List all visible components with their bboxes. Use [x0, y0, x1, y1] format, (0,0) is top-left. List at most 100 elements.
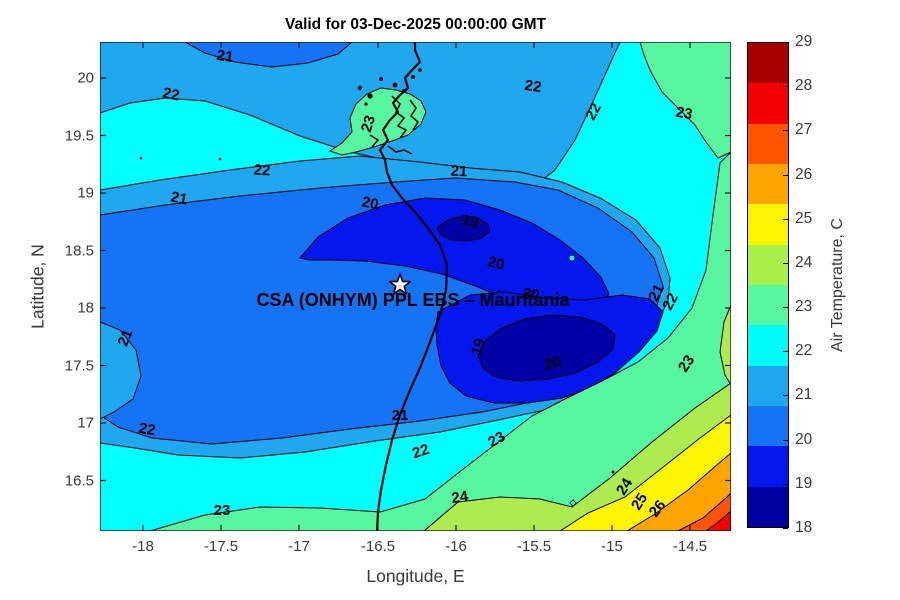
x-tick-label: -16.5 [360, 538, 396, 555]
island-dot [402, 89, 406, 93]
chart-title: Valid for 03-Dec-2025 00:00:00 GMT [284, 16, 547, 33]
colorbar-band [748, 204, 788, 245]
colorbar-band [748, 405, 788, 447]
island-dot [364, 102, 368, 106]
colorbar-tick-label: 28 [795, 77, 813, 95]
band-18-19-lower [477, 314, 616, 382]
colorbar-label: Air Temperature, C [829, 218, 846, 352]
x-tick-label: -15 [601, 538, 623, 555]
contour-label-22: 22 [137, 420, 156, 440]
y-tick-label: 19.5 [64, 127, 94, 144]
band-27-28-corner [677, 492, 731, 531]
contour-label-22: 22 [410, 441, 431, 462]
colorbar-tick-mark [783, 483, 788, 485]
colorbar-band [748, 244, 788, 285]
contour-speck [568, 254, 576, 262]
contour-label-22: 22 [161, 84, 181, 104]
contour-label-24: 24 [450, 488, 470, 507]
colorbar-band [748, 163, 788, 205]
contour-label-19: 19 [468, 337, 489, 358]
contour-label-26: 26 [646, 497, 670, 521]
colorbar-tick-mark [783, 42, 788, 43]
coastline [375, 42, 449, 531]
colorbar-tick-label: 25 [795, 209, 813, 227]
colorbar-tick-mark [783, 528, 788, 529]
contour-label-25: 25 [628, 490, 651, 513]
contour-speck [218, 157, 222, 161]
band-23-24-peninsula [328, 87, 427, 156]
contour-label-22: 22 [582, 100, 605, 123]
band-23-24-bottom [149, 151, 731, 531]
y-tick-label: 16.5 [64, 472, 94, 489]
colorbar-band [748, 43, 788, 84]
y-tick-label: 19 [77, 184, 94, 202]
island-dot [357, 85, 363, 91]
colorbar-tick-mark [783, 307, 788, 309]
contour-speck [569, 499, 577, 507]
coast-detail [369, 134, 380, 148]
contour-label-23: 23 [485, 428, 508, 451]
contour-label-20: 20 [521, 285, 540, 305]
contour-label-22: 22 [659, 290, 682, 313]
x-tick-label: -17.5 [203, 538, 239, 555]
y-tick-label: 20 [77, 69, 94, 87]
colorbar-tick-mark [783, 218, 788, 220]
contour-label-19: 19 [460, 211, 480, 231]
coast-detail [391, 95, 408, 139]
island-dot [379, 77, 383, 81]
contour-label-23: 23 [214, 502, 231, 519]
contour-label-21: 21 [216, 47, 235, 66]
y-tick-label: 17.5 [64, 357, 94, 374]
island-dot [367, 93, 373, 99]
contour-speck [497, 289, 501, 293]
contour-label-20: 20 [543, 353, 563, 374]
contour-label-21: 21 [450, 163, 468, 181]
contour-label-21: 21 [645, 281, 668, 304]
contour-speck [611, 470, 615, 474]
contour-label-23: 23 [674, 104, 693, 124]
colorbar [747, 42, 789, 528]
colorbar-tick-label: 23 [795, 298, 813, 316]
colorbar-band [748, 325, 788, 366]
contour-label-21: 21 [392, 407, 409, 424]
x-tick-label: -14.5 [672, 538, 708, 555]
contour-label-22: 22 [524, 77, 543, 96]
colorbar-tick-mark [783, 130, 788, 132]
colorbar-tick-label: 19 [795, 474, 813, 492]
band-18-19-upper [436, 215, 491, 242]
contour-label-22: 22 [253, 162, 271, 180]
contour-speck [139, 156, 143, 160]
y-tick-label: 18 [77, 299, 94, 317]
colorbar-band [748, 446, 788, 487]
colorbar-tick-mark [783, 174, 788, 176]
colorbar-band [748, 365, 788, 406]
band-28-29-corner [705, 510, 731, 531]
y-tick-label: 17 [77, 414, 94, 432]
colorbar-band [748, 83, 788, 124]
star-marker [388, 273, 412, 295]
band-21-22-left-tongue [100, 321, 142, 420]
coast-detail [409, 99, 419, 131]
coast-detail [387, 145, 413, 155]
colorbar-tick-mark [783, 439, 788, 441]
contour-label-20: 20 [360, 193, 380, 213]
x-axis-label: Longitude, E [366, 566, 465, 586]
colorbar-tick-mark [783, 86, 788, 88]
contour-label-20: 20 [486, 253, 506, 274]
y-tick-label: 18.5 [64, 242, 94, 259]
colorbar-tick-label: 20 [795, 430, 813, 448]
colorbar-band [748, 284, 788, 326]
annotation-text: CSA (ONHYM) PPL EBS – Mauritania [256, 290, 570, 310]
colorbar-band [748, 123, 788, 164]
contour-label-21: 21 [115, 327, 137, 349]
x-tick-label: -16 [445, 538, 467, 555]
colorbar-tick-label: 22 [795, 342, 813, 360]
colorbar-tick-label: 29 [795, 33, 813, 50]
colorbar-tick-label: 26 [795, 165, 813, 183]
colorbar-tick-mark [783, 395, 788, 397]
island-dot [418, 68, 422, 72]
x-tick-label: -18 [132, 538, 154, 555]
colorbar-tick-label: 18 [795, 519, 813, 536]
